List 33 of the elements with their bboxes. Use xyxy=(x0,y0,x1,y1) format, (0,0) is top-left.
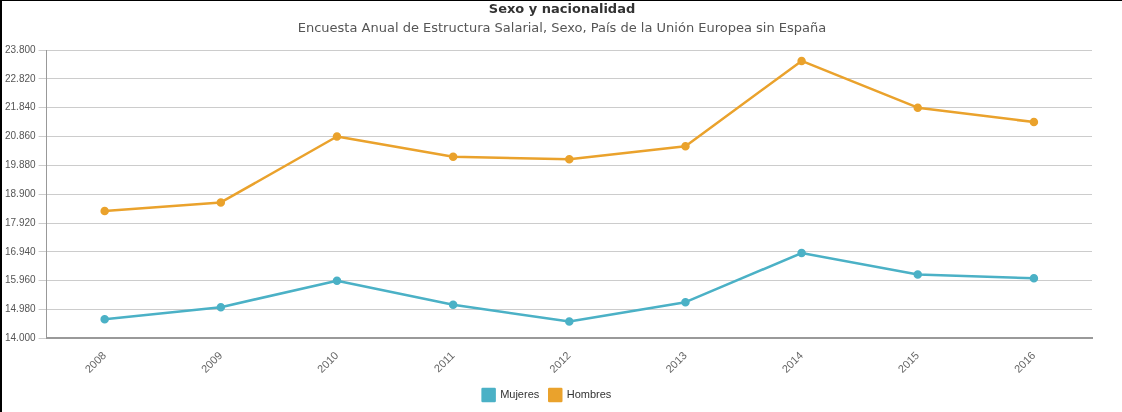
chart-title: Sexo y nacionalidad xyxy=(487,1,637,16)
y-tick-label: 14.980 xyxy=(4,303,37,315)
legend-label: Hombres xyxy=(566,388,612,401)
chart-subtitle: Encuesta Anual de Estructura Salarial, Sexo, País de la Unión Europea sin España xyxy=(296,20,828,35)
y-tick-label: 14.000 xyxy=(4,332,37,344)
y-tick-label: 23.800 xyxy=(4,43,37,55)
point xyxy=(1029,117,1039,127)
point xyxy=(216,302,226,312)
point xyxy=(216,198,226,207)
y-tick-label: 17.920 xyxy=(4,216,37,228)
point xyxy=(332,132,342,141)
point xyxy=(565,154,574,164)
y-tick-label: 18.900 xyxy=(4,187,37,199)
point xyxy=(448,300,458,310)
point xyxy=(332,276,342,285)
point xyxy=(797,56,806,66)
point xyxy=(681,297,690,307)
point xyxy=(797,248,806,258)
point xyxy=(1029,274,1039,283)
legend-label: Mujeres xyxy=(500,388,540,401)
point xyxy=(100,206,109,216)
point xyxy=(913,270,923,279)
y-tick-label: 16.940 xyxy=(4,245,37,257)
point xyxy=(100,314,109,324)
point xyxy=(565,317,574,326)
y-tick-label: 20.860 xyxy=(4,130,37,142)
point xyxy=(448,152,458,162)
y-tick-label: 15.960 xyxy=(4,274,37,286)
y-tick-label: 19.880 xyxy=(4,159,37,171)
point xyxy=(913,103,923,112)
y-tick-label: 22.820 xyxy=(4,72,37,84)
y-tick-label: 21.840 xyxy=(4,101,37,113)
point xyxy=(681,141,690,151)
